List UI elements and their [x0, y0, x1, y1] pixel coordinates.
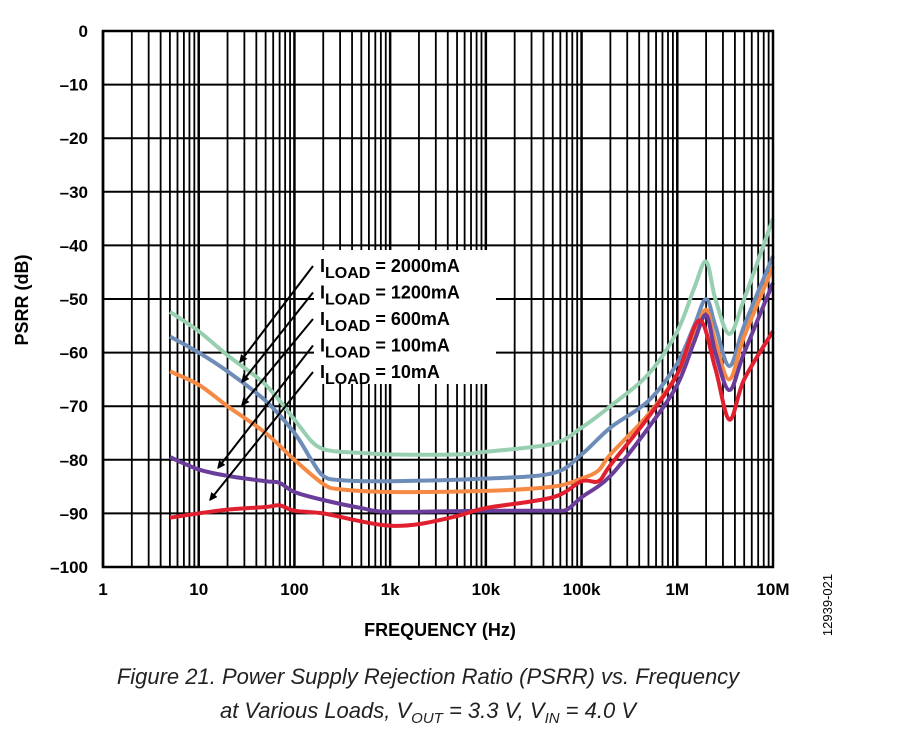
y-tick-label: –60: [60, 344, 88, 363]
y-tick-label: –90: [60, 504, 88, 523]
series-lines: [168, 217, 775, 528]
legend-arrow: [242, 291, 314, 383]
y-tick-label: –100: [50, 558, 88, 577]
series-line-10mA: [169, 318, 775, 528]
legend-arrow: [240, 265, 314, 362]
series-line-1200mA: [168, 255, 775, 484]
y-tick-label: –50: [60, 290, 88, 309]
y-tick-labels: 0 –10 –20 –30 –40 –50 –60 –70 –80 –90 –100: [50, 22, 88, 577]
legend-label: ILOAD = 1200mA: [320, 283, 460, 309]
legend-background: [314, 250, 496, 384]
legend-label: ILOAD = 600mA: [320, 309, 450, 335]
legend-label: ILOAD = 100mA: [320, 336, 450, 362]
y-tick-label: –80: [60, 451, 88, 470]
caption-line-1: Figure 21. Power Supply Rejection Ratio …: [117, 664, 741, 689]
x-axis-title: FREQUENCY (Hz): [364, 620, 516, 640]
x-tick-label: 1k: [381, 580, 400, 599]
x-tick-label: 100k: [563, 580, 601, 599]
x-tick-label: 10k: [472, 580, 501, 599]
caption-line-2: at Various Loads, VOUT = 3.3 V, VIN = 4.…: [220, 698, 638, 727]
legend-arrows: [210, 265, 314, 500]
y-axis-title: PSRR (dB): [12, 255, 32, 346]
legend-label: ILOAD = 10mA: [320, 362, 440, 388]
x-tick-label: 100: [280, 580, 308, 599]
x-tick-labels: 1 10 100 1k 10k 100k 1M 10M: [98, 580, 789, 599]
legend-arrow: [210, 371, 314, 500]
series-line-100mA: [169, 282, 775, 514]
y-tick-label: –40: [60, 236, 88, 255]
y-tick-label: 0: [79, 22, 88, 41]
figure-id-watermark: 12939-021: [820, 574, 835, 636]
y-tick-label: –70: [60, 397, 88, 416]
y-tick-label: –20: [60, 129, 88, 148]
legend-arrow: [218, 344, 314, 469]
x-tick-label: 10M: [756, 580, 789, 599]
x-tick-label: 1M: [665, 580, 689, 599]
legend-arrow: [242, 318, 314, 405]
y-tick-label: –10: [60, 76, 88, 95]
y-tick-label: –30: [60, 183, 88, 202]
plot-frame: [101, 29, 775, 569]
series-line-2000mA: [168, 217, 775, 457]
x-tick-label: 10: [189, 580, 208, 599]
legend-label: ILOAD = 2000mA: [320, 256, 460, 282]
x-tick-label: 1: [98, 580, 107, 599]
